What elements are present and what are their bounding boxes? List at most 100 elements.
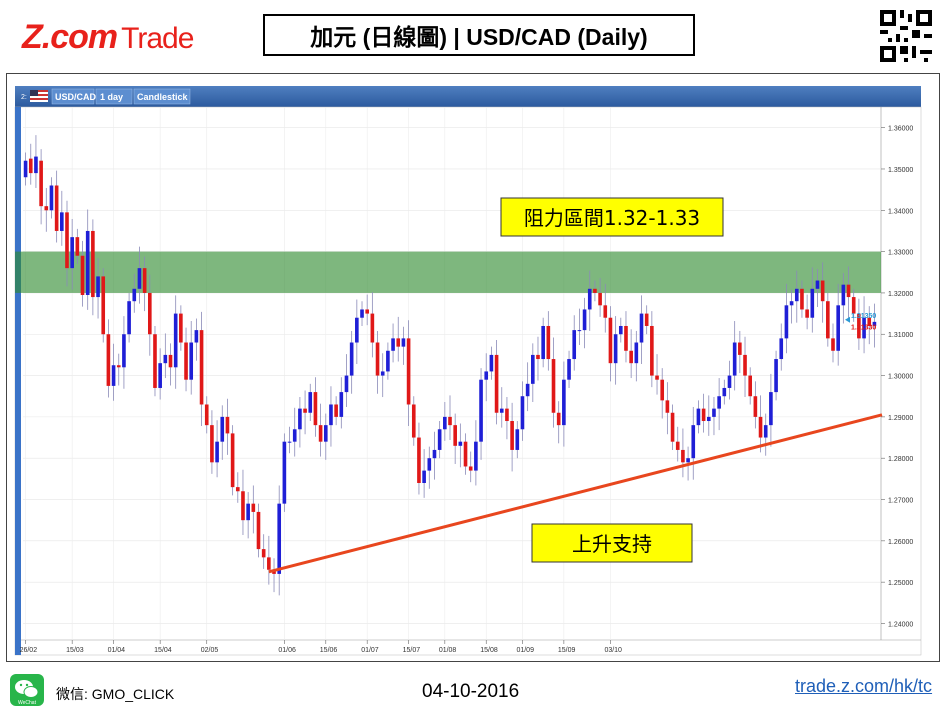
candle-body bbox=[137, 268, 142, 289]
candle-body bbox=[251, 503, 256, 512]
candle-body bbox=[691, 425, 696, 459]
candle-body bbox=[184, 342, 188, 380]
logo-z: Z.com bbox=[22, 18, 118, 56]
candle-body bbox=[696, 408, 701, 426]
candle-body bbox=[386, 350, 390, 372]
logo-trade: Trade bbox=[121, 22, 194, 55]
candle-body bbox=[355, 317, 359, 343]
candle-body bbox=[712, 408, 716, 417]
candle-body bbox=[292, 429, 297, 442]
candle-body bbox=[634, 342, 639, 364]
resistance-zone-callout bbox=[500, 197, 724, 237]
candle-body bbox=[743, 354, 747, 376]
support-line-callout bbox=[531, 523, 693, 563]
candle-body bbox=[142, 268, 147, 293]
y-tick-label: 1.25000 bbox=[888, 580, 913, 587]
y-tick-label: 1.24000 bbox=[888, 621, 913, 628]
candle-body bbox=[189, 342, 194, 380]
candle-body bbox=[701, 408, 706, 422]
candle-body bbox=[556, 412, 561, 426]
candle-body bbox=[391, 338, 395, 351]
candle-body bbox=[204, 404, 209, 426]
candle-body bbox=[54, 185, 59, 231]
zcom-trade-logo: Z.com Trade bbox=[22, 18, 194, 58]
candle-body bbox=[380, 371, 385, 376]
candle-body bbox=[199, 330, 204, 405]
y-tick-label: 1.34000 bbox=[888, 208, 913, 215]
y-tick-label: 1.29000 bbox=[888, 415, 913, 422]
candle-body bbox=[794, 288, 799, 302]
x-tick-label: 01/09 bbox=[516, 647, 534, 654]
candle-body bbox=[546, 325, 551, 360]
candle-body bbox=[282, 441, 287, 504]
candle-body bbox=[230, 433, 235, 488]
candle-body bbox=[80, 255, 85, 295]
page-title: 加元 (日線圖) | USD/CAD (Daily) bbox=[263, 14, 695, 56]
candle-body bbox=[267, 557, 271, 570]
candle-body bbox=[215, 441, 219, 463]
y-tick-label: 1.35000 bbox=[888, 167, 913, 174]
ask-marker-icon bbox=[845, 316, 850, 323]
candle-body bbox=[23, 160, 28, 178]
candle-body bbox=[34, 156, 38, 174]
candle-body bbox=[168, 354, 173, 368]
wechat-icon: WeChat bbox=[10, 674, 44, 706]
symbol-button[interactable] bbox=[51, 88, 95, 105]
candle-body bbox=[862, 317, 866, 339]
chart-frame: 2: USD/CAD 1 day Candlestick 1.36000 1.35… bbox=[6, 73, 940, 662]
candle-body bbox=[60, 212, 64, 231]
candle-body bbox=[577, 330, 582, 332]
candle-body bbox=[758, 416, 763, 438]
candle-body bbox=[453, 425, 457, 446]
y-tick-label: 1.28000 bbox=[888, 456, 913, 463]
x-tick-label: 02/05 bbox=[201, 647, 219, 654]
candle-body bbox=[525, 383, 530, 397]
interval-button[interactable] bbox=[95, 88, 133, 105]
x-tick-label: 15/09 bbox=[558, 647, 576, 654]
candle-body bbox=[753, 396, 758, 417]
candle-body bbox=[411, 404, 416, 438]
candle-body bbox=[805, 309, 809, 318]
candle-body bbox=[587, 288, 592, 310]
candle-body bbox=[489, 354, 494, 372]
x-tick-label: 15/04 bbox=[154, 647, 172, 654]
candle-body bbox=[163, 354, 168, 364]
x-tick-label: 01/07 bbox=[361, 647, 379, 654]
candle-body bbox=[375, 342, 380, 376]
chart-type-button[interactable] bbox=[133, 88, 191, 105]
candle-body bbox=[655, 375, 659, 380]
candle-body bbox=[44, 206, 49, 211]
y-tick-label: 1.30000 bbox=[888, 374, 913, 381]
candle-body bbox=[225, 416, 230, 434]
candle-body bbox=[505, 408, 509, 422]
candle-body bbox=[147, 292, 152, 335]
left-scrollbar[interactable] bbox=[15, 107, 21, 655]
candle-body bbox=[334, 404, 338, 417]
candle-body bbox=[789, 301, 794, 306]
candle-body bbox=[665, 400, 670, 413]
resistance-zone-label: 阻力區間1.32-1.33 bbox=[524, 206, 700, 230]
candle-body bbox=[670, 412, 675, 442]
candle-body bbox=[49, 185, 54, 211]
candle-body bbox=[681, 449, 685, 463]
candle-body bbox=[153, 334, 157, 388]
report-date: 04-10-2016 bbox=[422, 681, 520, 702]
candle-body bbox=[437, 429, 442, 450]
candle-body bbox=[686, 458, 690, 463]
candle-body bbox=[531, 354, 535, 384]
candle-body bbox=[323, 425, 328, 442]
candle-body bbox=[448, 416, 452, 426]
candle-body bbox=[582, 309, 587, 331]
usdcad-candlestick-chart: 2: USD/CAD 1 day Candlestick 1.36000 1.35… bbox=[14, 86, 922, 656]
candle-body bbox=[598, 292, 602, 306]
candle-body bbox=[422, 470, 426, 483]
candle-body bbox=[650, 325, 654, 376]
candle-body bbox=[287, 441, 292, 443]
chart-toolbar bbox=[15, 86, 921, 107]
candle-body bbox=[85, 230, 90, 295]
symbol-label: USD/CAD bbox=[55, 92, 97, 102]
site-link[interactable]: trade.z.com/hk/tc bbox=[795, 676, 933, 696]
toolbar-panel: 2: bbox=[21, 94, 27, 101]
candle-body bbox=[401, 338, 406, 347]
candle-body bbox=[277, 503, 282, 574]
